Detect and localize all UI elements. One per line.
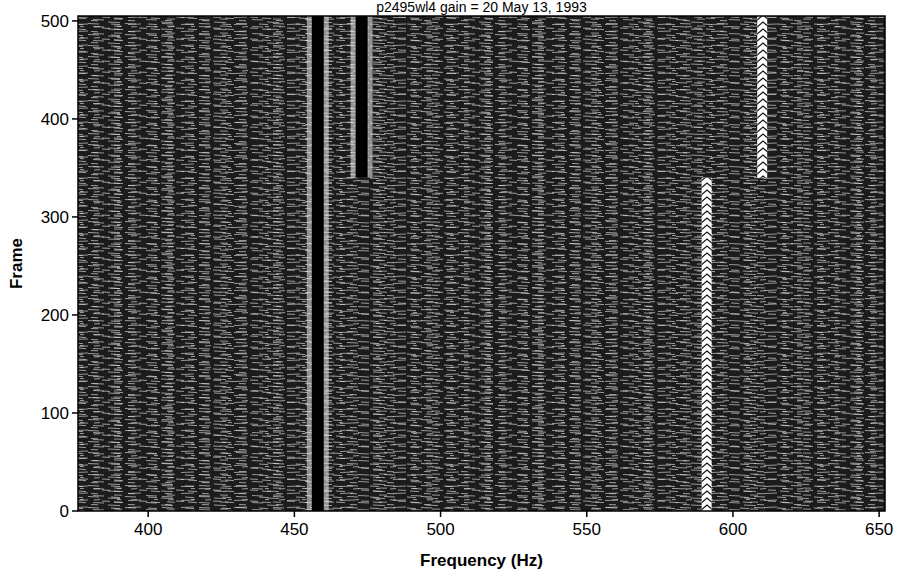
- tonal-line: [702, 178, 712, 511]
- y-tick: [72, 216, 78, 218]
- plot-texture: [78, 16, 885, 511]
- x-tick-label: 400: [134, 520, 162, 539]
- tonal-texture: [757, 16, 767, 178]
- y-tick-label: 500: [41, 12, 69, 31]
- x-tick-label: 450: [280, 520, 308, 539]
- y-tick-label: 200: [41, 306, 69, 325]
- plot-frame: [78, 16, 885, 511]
- y-tick-label: 0: [60, 502, 69, 521]
- x-tick: [294, 511, 296, 517]
- y-tick-label: 400: [41, 110, 69, 129]
- tonal-halo: [307, 16, 329, 511]
- tonal-halo: [351, 16, 373, 178]
- x-tick-label: 550: [573, 520, 601, 539]
- x-axis-title: Frequency (Hz): [420, 551, 543, 570]
- y-tick-label: 100: [41, 404, 69, 423]
- plot-background: [78, 16, 885, 511]
- y-tick: [72, 20, 78, 22]
- x-tick: [147, 511, 149, 517]
- y-tick: [72, 510, 78, 512]
- x-tick: [732, 511, 734, 517]
- x-tick: [586, 511, 588, 517]
- x-tick-label: 600: [719, 520, 747, 539]
- x-tick: [440, 511, 442, 517]
- chart-title: p2495wl4 gain = 20 May 13, 1993: [376, 0, 587, 15]
- marks: [307, 16, 767, 511]
- y-axis-title: Frame: [7, 238, 26, 289]
- x-tick-label: 650: [865, 520, 893, 539]
- y-tick: [72, 314, 78, 316]
- x-tick-label: 500: [426, 520, 454, 539]
- y-tick: [72, 412, 78, 414]
- y-tick-label: 300: [41, 208, 69, 227]
- y-tick: [72, 118, 78, 120]
- tonal-line: [757, 16, 767, 178]
- tonal-texture: [702, 178, 712, 511]
- tonal-line: [356, 16, 368, 178]
- tonal-line: [312, 16, 324, 511]
- x-tick: [878, 511, 880, 517]
